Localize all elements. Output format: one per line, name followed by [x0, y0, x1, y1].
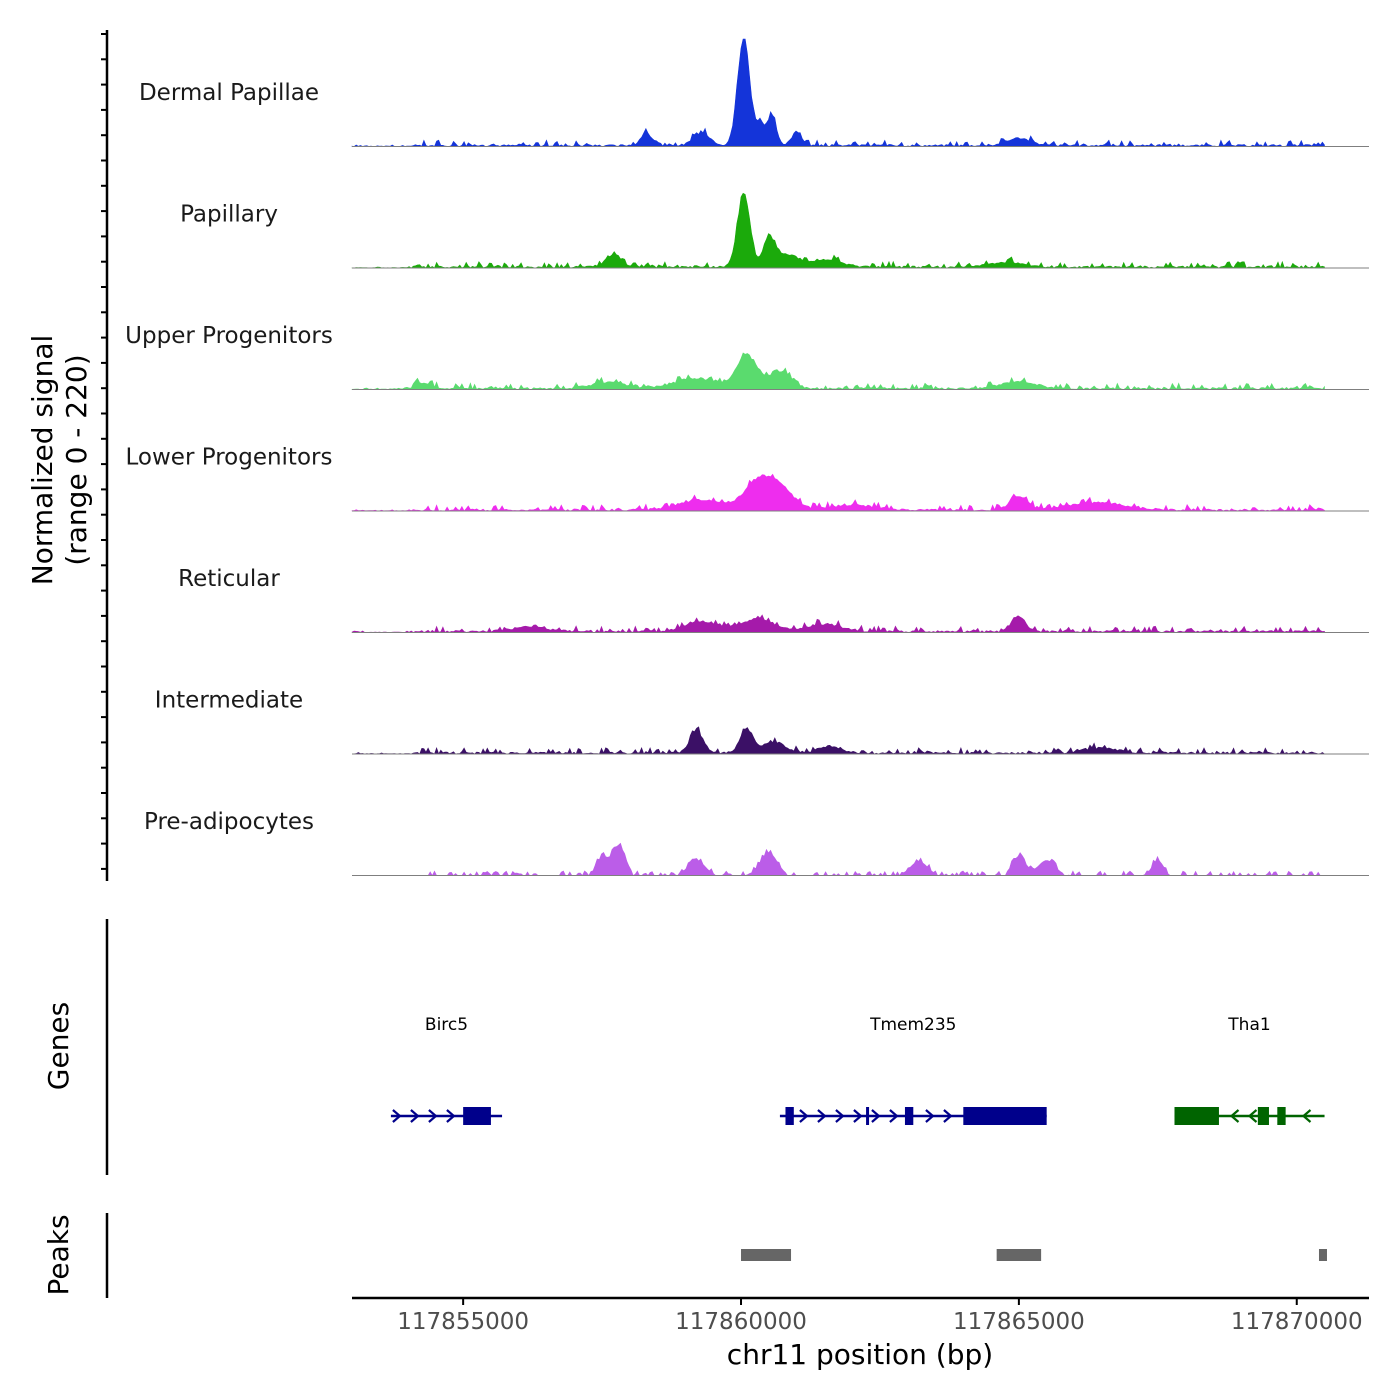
track-label-6: Pre-adipocytes — [144, 809, 314, 835]
track-label-2: Upper Progenitors — [125, 323, 333, 349]
x-tick-label-2: 117865000 — [953, 1309, 1085, 1335]
gene-exon-1-2 — [904, 1107, 914, 1125]
peak-regions — [741, 1249, 1327, 1261]
track-6: Pre-adipocytes — [144, 809, 1369, 877]
y-axis-title: Normalized signal — [26, 335, 59, 586]
x-tick-label-3: 117870000 — [1231, 1309, 1363, 1335]
track-4: Reticular — [178, 566, 1369, 633]
track-2: Upper Progenitors — [125, 323, 1369, 391]
gene-1: Tmem235 — [779, 1015, 1047, 1125]
track-5: Intermediate — [155, 688, 1369, 755]
track-1: Papillary — [180, 192, 1369, 269]
x-tick-label-1: 117860000 — [675, 1309, 807, 1335]
gene-strand-arrow-1-4 — [871, 1109, 881, 1123]
gene-strand-arrow-1-7 — [943, 1109, 953, 1123]
gene-strand-arrow-0-1 — [410, 1109, 420, 1123]
gene-strand-arrow-2-2 — [1301, 1109, 1312, 1123]
track-signal-1 — [351, 192, 1325, 269]
gene-exon-2-2 — [1277, 1107, 1286, 1125]
gene-0: Birc5 — [390, 1015, 503, 1125]
peaks-track-title: Peaks — [42, 1214, 75, 1295]
gene-label-0: Birc5 — [425, 1015, 468, 1035]
track-signal-5 — [351, 726, 1325, 755]
y-axis-title-group: Normalized signal (range 0 - 220) — [26, 335, 93, 586]
gene-strand-arrow-2-0 — [1229, 1109, 1240, 1123]
gene-strand-arrow-0-0 — [392, 1109, 402, 1123]
gene-strand-arrow-0-2 — [428, 1109, 438, 1123]
gene-strand-arrow-1-6 — [925, 1109, 935, 1123]
x-tick-label-0: 117855000 — [397, 1309, 529, 1335]
gene-label-2: Tha1 — [1227, 1015, 1270, 1035]
gene-strand-arrow-1-0 — [799, 1109, 809, 1123]
gene-strand-arrow-1-5 — [889, 1109, 899, 1123]
track-3: Lower Progenitors — [126, 445, 1369, 512]
track-signal-3 — [351, 473, 1325, 512]
peak-region-2 — [1318, 1249, 1327, 1261]
y-axis-range: (range 0 - 220) — [60, 354, 93, 565]
gene-strand-arrow-2-1 — [1247, 1109, 1258, 1123]
gene-annotations: Birc5 Tmem235 Tha1 — [390, 1015, 1325, 1125]
track-label-0: Dermal Papillae — [139, 80, 319, 106]
gene-strand-arrow-1-3 — [853, 1109, 863, 1123]
gene-strand-arrow-1-2 — [835, 1109, 845, 1123]
genes-track-title: Genes — [42, 1002, 75, 1090]
gene-exon-0-0 — [463, 1107, 491, 1125]
gene-label-1: Tmem235 — [869, 1015, 956, 1035]
signal-y-ticks — [101, 33, 107, 870]
peak-region-1 — [996, 1249, 1042, 1261]
track-signal-4 — [351, 614, 1325, 633]
peak-region-0 — [741, 1249, 792, 1261]
track-0: Dermal Papillae — [139, 38, 1369, 147]
track-label-3: Lower Progenitors — [126, 445, 333, 471]
track-signal-2 — [351, 352, 1325, 391]
gene-exon-1-0 — [785, 1107, 794, 1125]
gene-exon-1-1 — [866, 1107, 870, 1125]
track-label-1: Papillary — [180, 202, 278, 228]
x-axis-ticks: 117855000 117860000 117865000 117870000 — [397, 1298, 1363, 1335]
signal-tracks: Dermal Papillae Papillary Upper Progenitor… — [125, 38, 1369, 877]
gene-exon-1-3 — [963, 1107, 1047, 1125]
track-label-4: Reticular — [178, 566, 280, 592]
track-signal-0 — [351, 38, 1325, 147]
gene-exon-2-0 — [1174, 1107, 1219, 1125]
gene-2: Tha1 — [1174, 1015, 1325, 1125]
track-signal-6 — [352, 842, 1325, 877]
x-axis-title: chr11 position (bp) — [727, 1338, 993, 1371]
track-label-5: Intermediate — [155, 688, 303, 714]
gene-strand-arrow-1-1 — [817, 1109, 827, 1123]
gene-exon-2-1 — [1257, 1107, 1269, 1125]
gene-strand-arrow-0-3 — [446, 1109, 456, 1123]
